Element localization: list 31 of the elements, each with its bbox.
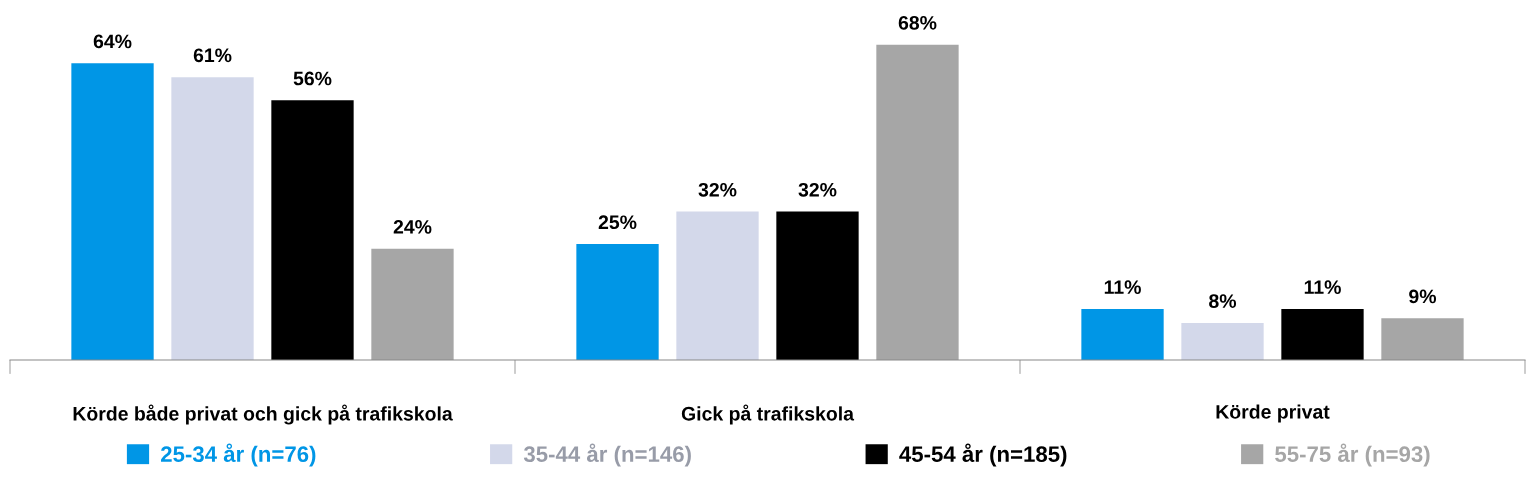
bar	[576, 244, 659, 360]
bar	[676, 211, 759, 360]
data-label: 61%	[193, 48, 232, 63]
data-label: 24%	[393, 219, 432, 234]
data-label: 8%	[1209, 294, 1237, 308]
bar	[271, 100, 354, 360]
bar	[1081, 308, 1164, 360]
bar	[71, 63, 154, 360]
x-tick-label: Gick på trafikskola	[681, 404, 855, 425]
data-label: 11%	[1304, 280, 1341, 294]
bar	[1381, 318, 1464, 360]
legend-label: 55-75 år (n=93)	[1275, 443, 1430, 467]
legend-label: 25-34 år (n=76)	[160, 443, 316, 467]
data-label: 11%	[1104, 280, 1141, 294]
data-label: 56%	[293, 71, 332, 86]
data-label: 25%	[598, 215, 637, 230]
bar	[171, 77, 254, 360]
bar	[371, 248, 454, 360]
x-tick-label: Körde privat	[1216, 404, 1330, 423]
data-label: 9%	[1409, 289, 1437, 304]
bar	[1281, 308, 1364, 360]
x-tick-label: Körde både privat och gick på trafikskola	[73, 404, 453, 425]
bar	[776, 211, 859, 360]
data-label: 32%	[798, 182, 837, 197]
bar	[876, 44, 959, 360]
legend-label: 45-54 år (n=185)	[899, 443, 1067, 467]
data-label: 68%	[898, 15, 937, 30]
bar	[1181, 322, 1264, 360]
legend-label: 35-44 år (n=146)	[523, 443, 691, 467]
data-label: 64%	[93, 34, 132, 49]
data-label: 32%	[698, 182, 737, 197]
